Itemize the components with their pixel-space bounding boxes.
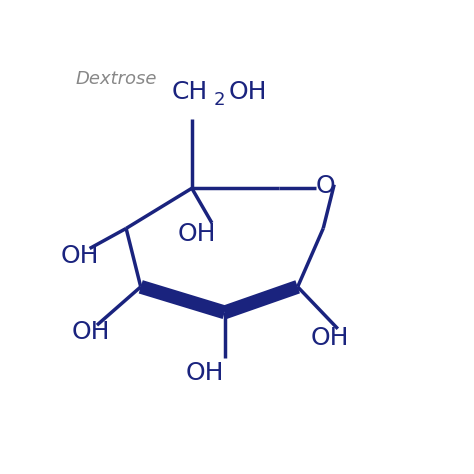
Text: OH: OH (72, 320, 110, 345)
Text: CH: CH (172, 80, 208, 104)
Text: OH: OH (310, 326, 349, 350)
Text: OH: OH (228, 80, 267, 104)
Text: OH: OH (177, 222, 216, 246)
Text: O: O (315, 174, 335, 199)
Text: 2: 2 (214, 91, 225, 109)
Text: OH: OH (185, 361, 224, 384)
Text: OH: OH (61, 244, 99, 268)
Text: Dextrose: Dextrose (75, 70, 156, 88)
